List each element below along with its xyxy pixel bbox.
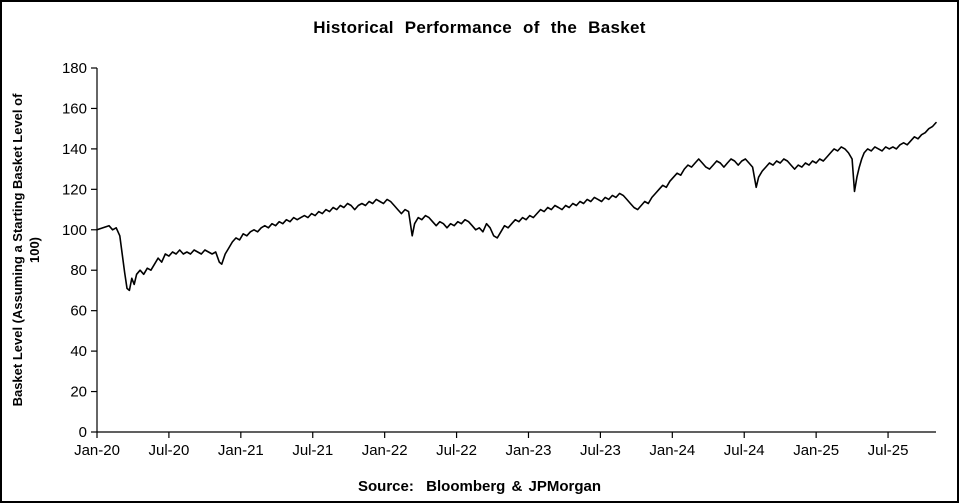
svg-text:0: 0 <box>79 424 87 441</box>
svg-text:140: 140 <box>62 141 87 158</box>
svg-text:80: 80 <box>70 262 87 279</box>
chart-title: Historical Performance of the Basket <box>313 18 646 37</box>
svg-text:Jan-22: Jan-22 <box>362 442 408 459</box>
svg-text:Jan-23: Jan-23 <box>506 442 552 459</box>
svg-text:Jan-24: Jan-24 <box>649 442 695 459</box>
svg-text:Jul-24: Jul-24 <box>724 442 765 459</box>
svg-text:60: 60 <box>70 303 87 320</box>
svg-text:180: 180 <box>62 60 87 77</box>
svg-text:Jan-20: Jan-20 <box>74 442 120 459</box>
svg-text:20: 20 <box>70 384 87 401</box>
svg-text:Jan-25: Jan-25 <box>793 442 839 459</box>
svg-text:160: 160 <box>62 100 87 117</box>
svg-text:Jul-25: Jul-25 <box>868 442 909 459</box>
svg-text:Jan-21: Jan-21 <box>218 442 264 459</box>
svg-text:Jul-23: Jul-23 <box>580 442 621 459</box>
svg-text:Jul-22: Jul-22 <box>436 442 477 459</box>
svg-text:Jul-20: Jul-20 <box>148 442 189 459</box>
svg-text:120: 120 <box>62 181 87 198</box>
svg-text:Jul-21: Jul-21 <box>292 442 333 459</box>
svg-text:40: 40 <box>70 343 87 360</box>
source-attribution: Source: Bloomberg & JPMorgan <box>357 478 602 495</box>
svg-text:100: 100 <box>62 222 87 239</box>
